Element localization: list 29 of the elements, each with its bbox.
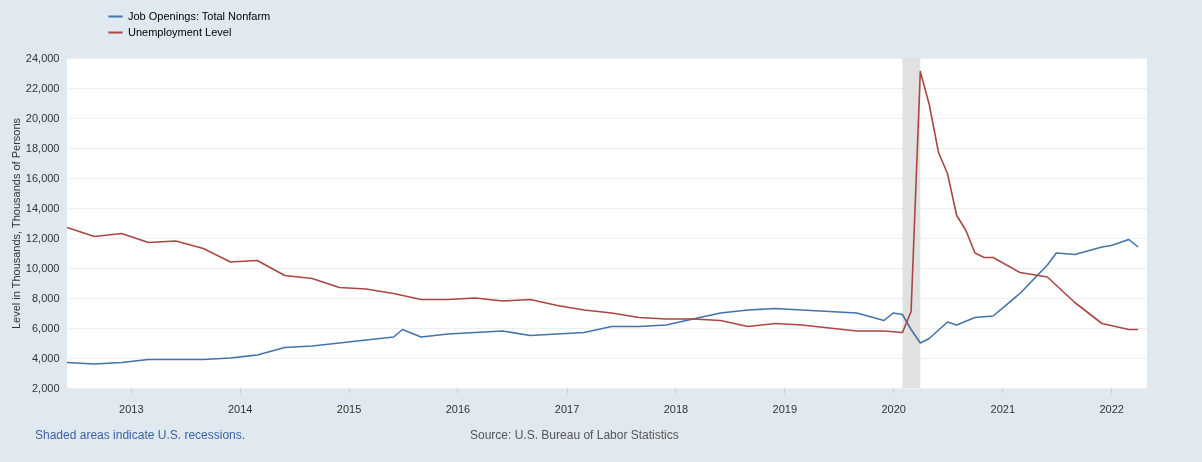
x-tick-label: 2016 [445, 402, 471, 415]
y-tick-label: 16,000 [25, 171, 60, 184]
y-tick-label: 8,000 [31, 291, 60, 304]
x-tick-label: 2015 [336, 402, 362, 415]
x-tick-label: 2022 [1099, 402, 1124, 415]
x-tick-label: 2021 [990, 402, 1016, 415]
text: Shaded areas indicate U.S. recessions. [35, 428, 246, 442]
y-tick-label: 2,000 [31, 381, 60, 394]
y-axis-title: Level in Thousands, Thousands of Persons [9, 117, 22, 330]
y-tick-label: 10,000 [25, 261, 60, 274]
line-series [66, 70, 1139, 334]
y-tick-label: 22,000 [25, 81, 60, 94]
y-tick-label: 4,000 [31, 351, 60, 364]
x-tick-label: 2020 [881, 402, 906, 415]
y-tick-label: 20,000 [25, 111, 60, 124]
x-tick-label: 2013 [119, 402, 144, 415]
y-tick-label: 14,000 [25, 201, 60, 214]
y-tick-label: 12,000 [25, 231, 60, 244]
source-note: Source: U.S. Bureau of Labor Statistics [470, 428, 679, 442]
legend-label: Unemployment Level [128, 25, 232, 38]
line-series [66, 238, 1139, 365]
y-tick-label: 6,000 [31, 321, 60, 334]
x-tick-label: 2017 [554, 402, 580, 415]
legend-label: Job Openings: Total Nonfarm [128, 9, 271, 22]
x-tick-label: 2019 [772, 402, 798, 415]
x-tick-label: 2018 [663, 402, 689, 415]
y-tick-label: 18,000 [25, 141, 60, 154]
x-tick-label: 2014 [227, 402, 253, 415]
y-tick-label: 24,000 [25, 51, 60, 64]
